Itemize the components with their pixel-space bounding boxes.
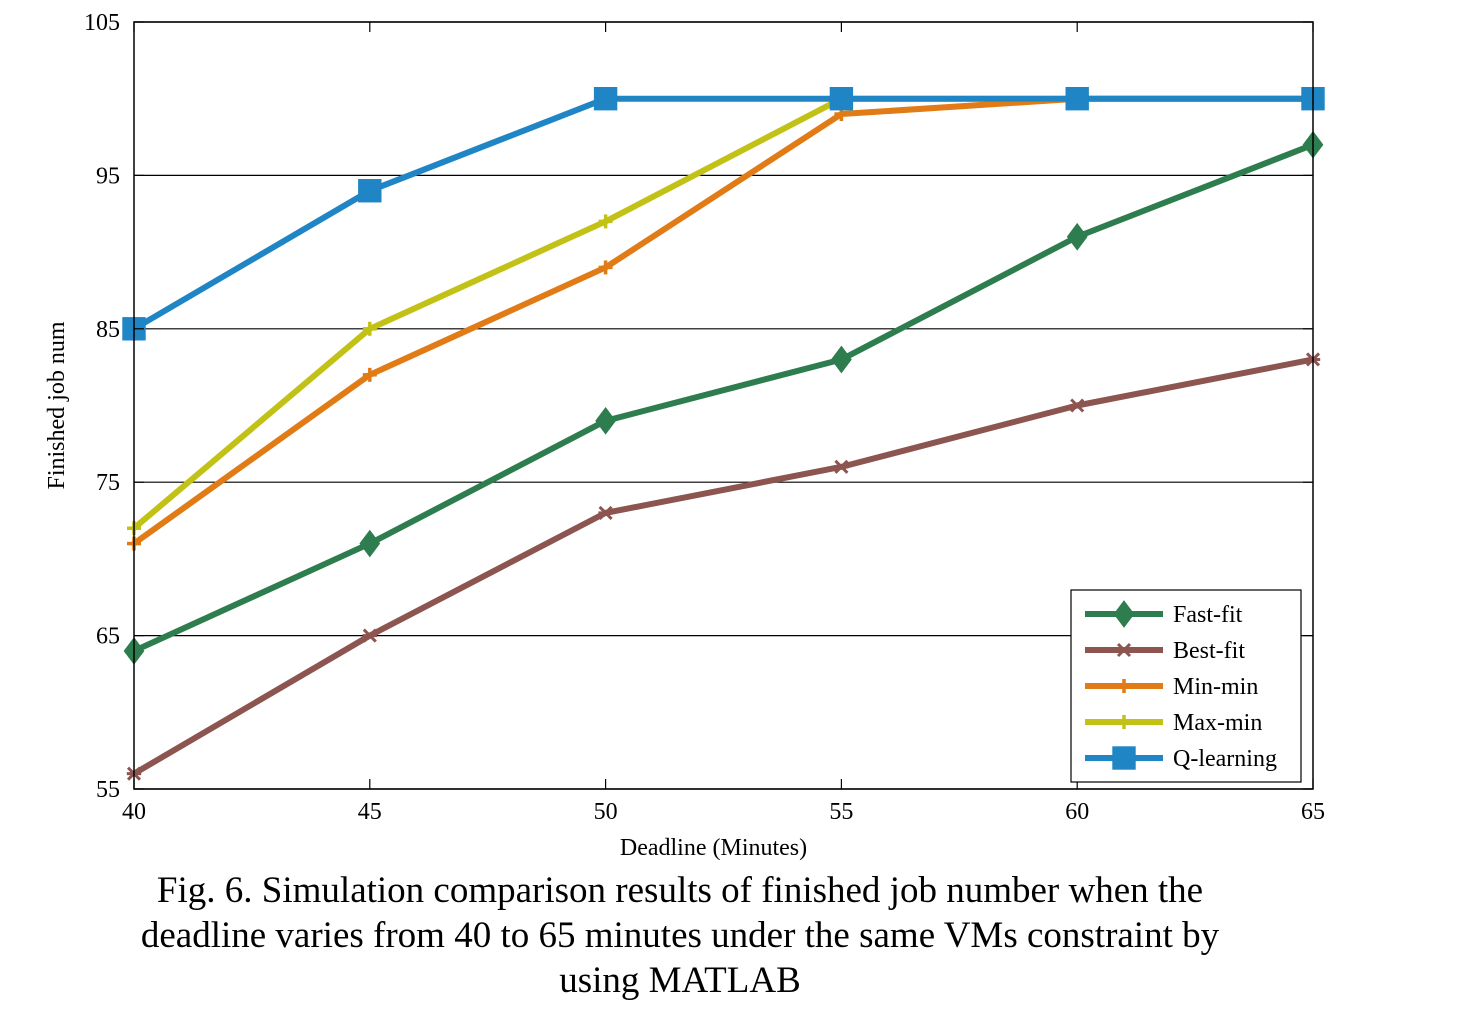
series-fast-fit — [123, 130, 1324, 665]
y-tick-label: 55 — [96, 777, 120, 803]
series-line — [131, 95, 1316, 547]
marker-plus — [1117, 715, 1131, 729]
series-line — [131, 141, 1316, 654]
caption-line-2: deadline varies from 40 to 65 minutes un… — [140, 915, 1220, 956]
marker-diamond — [1113, 600, 1135, 628]
legend-label: Best-fit — [1173, 638, 1245, 664]
x-tick-label: 60 — [1065, 799, 1089, 825]
legend-item: Fast-fit — [1085, 600, 1243, 628]
marker-plus — [598, 214, 613, 229]
series-line — [131, 95, 1316, 332]
series-line — [131, 356, 1316, 777]
series-lines — [122, 87, 1325, 781]
marker-star — [834, 459, 849, 474]
legend-item: Min-min — [1085, 674, 1258, 700]
y-tick-label: 65 — [96, 624, 120, 650]
caption-line-1: Fig. 6. Simulation comparison results of… — [156, 870, 1204, 911]
marker-plus — [1117, 679, 1131, 693]
x-tick-label: 40 — [122, 799, 146, 825]
figure-caption: Fig. 6. Simulation comparison results of… — [0, 868, 1360, 1003]
y-tick-label: 105 — [84, 10, 120, 36]
y-tick-label: 95 — [96, 163, 120, 189]
marker-star — [598, 505, 613, 520]
marker-square — [829, 87, 854, 111]
marker-plus — [362, 321, 377, 336]
line-chart: 40 45 50 55 60 65 55 65 75 85 95 105 Deadline (Minu… — [44, 10, 1325, 860]
legend-item: Q-learning — [1085, 746, 1277, 772]
marker-diamond — [595, 407, 616, 435]
y-tick-label: 75 — [96, 470, 120, 496]
y-axis-label: Finished job num — [44, 321, 70, 489]
marker-star — [362, 628, 377, 643]
legend-label: Max-min — [1173, 710, 1262, 736]
marker-diamond — [1066, 222, 1088, 251]
tick-labels: 40 45 50 55 60 65 55 65 75 85 95 105 — [84, 10, 1325, 825]
legend-label: Fast-fit — [1173, 602, 1243, 628]
marker-diamond — [831, 345, 852, 374]
legend-label: Q-learning — [1173, 746, 1277, 772]
marker-diamond — [359, 529, 381, 558]
marker-plus — [362, 367, 377, 382]
x-tick-label: 65 — [1301, 799, 1325, 825]
marker-plus — [598, 260, 613, 275]
plot-frame — [133, 21, 1314, 790]
series-q-learning — [122, 87, 1325, 341]
axis-ticks — [133, 21, 1314, 790]
legend-label: Min-min — [1173, 674, 1258, 700]
caption-line-3: using MATLAB — [559, 960, 801, 1001]
marker-square — [1065, 87, 1089, 111]
legend-item: Best-fit — [1085, 638, 1245, 664]
marker-square — [358, 179, 382, 203]
series-line — [131, 95, 1316, 532]
x-tick-label: 55 — [829, 799, 853, 825]
marker-star — [1116, 642, 1132, 658]
x-tick-label: 50 — [594, 799, 618, 825]
marker-star — [1070, 398, 1085, 413]
series-max-min — [127, 91, 1320, 536]
legend-item: Max-min — [1085, 710, 1262, 736]
x-axis-label: Deadline (Minutes) — [620, 835, 807, 860]
marker-square — [593, 87, 618, 111]
legend: Fast-fit Best-fit Min-min Max-min Q-learning — [1070, 589, 1302, 783]
y-tick-label: 85 — [96, 317, 120, 343]
x-tick-label: 45 — [358, 799, 382, 825]
marker-square — [1112, 746, 1136, 770]
